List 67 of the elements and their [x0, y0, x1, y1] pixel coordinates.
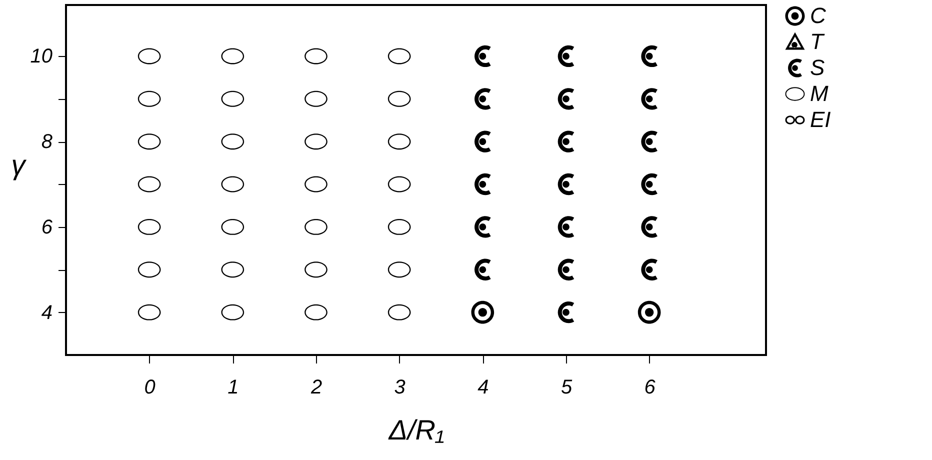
- point: [221, 48, 244, 64]
- x-tick-label: 5: [560, 376, 573, 398]
- point: [221, 304, 244, 320]
- x-tick-label: 6: [644, 376, 656, 398]
- point: [304, 48, 328, 64]
- point: [388, 218, 411, 235]
- point: [221, 176, 244, 192]
- y-tick-label: 6: [41, 216, 54, 238]
- point: [558, 216, 574, 238]
- point: [304, 90, 328, 107]
- point: [388, 48, 411, 64]
- point: [304, 304, 328, 320]
- point: [474, 88, 491, 110]
- legend-label: C: [810, 3, 826, 28]
- point: [388, 134, 411, 150]
- x-tick-label: 4: [478, 376, 489, 398]
- point: [558, 130, 574, 152]
- point: [471, 300, 494, 324]
- point: [221, 134, 244, 150]
- x-axis-title: Δ/R₁: [388, 414, 444, 446]
- point: [138, 134, 161, 150]
- point: [474, 130, 491, 152]
- point: [388, 176, 411, 192]
- legend-label: EI: [810, 107, 831, 132]
- point: [641, 173, 658, 196]
- point: [138, 48, 161, 64]
- point: [388, 90, 411, 107]
- point: [221, 262, 244, 278]
- point: [304, 262, 328, 278]
- point: [558, 173, 574, 196]
- x-tick-label: 0: [144, 376, 156, 398]
- point: [138, 90, 161, 107]
- y-tick-label: 8: [41, 131, 52, 154]
- point: [641, 88, 658, 110]
- point: [138, 262, 161, 278]
- point: [304, 218, 328, 235]
- point: [388, 262, 411, 278]
- point: [474, 45, 491, 68]
- point: [641, 130, 658, 152]
- y-tick-label: 10: [30, 46, 52, 68]
- point: [558, 302, 574, 324]
- x-tick-label: 2: [310, 376, 322, 398]
- point: [558, 258, 574, 280]
- legend-label: M: [810, 81, 829, 106]
- point: [304, 176, 328, 192]
- x-tick-label: 1: [228, 376, 239, 398]
- point: [641, 216, 658, 238]
- point: [138, 176, 161, 192]
- y-axis-title: γ: [11, 150, 28, 180]
- x-tick-label: 3: [394, 376, 406, 398]
- point: [474, 216, 491, 238]
- point: [641, 258, 658, 280]
- point: [221, 218, 244, 235]
- point: [558, 45, 574, 68]
- legend-label: S: [810, 55, 825, 80]
- point: [138, 218, 161, 235]
- point: [474, 173, 491, 196]
- point: [221, 90, 244, 107]
- point: [641, 45, 658, 68]
- point: [388, 304, 411, 320]
- point: [474, 258, 491, 280]
- point: [638, 300, 661, 324]
- legend-label: T: [810, 29, 825, 54]
- point: [304, 134, 328, 150]
- point: [138, 304, 161, 320]
- y-tick-label: 4: [41, 302, 52, 324]
- point: [558, 88, 574, 110]
